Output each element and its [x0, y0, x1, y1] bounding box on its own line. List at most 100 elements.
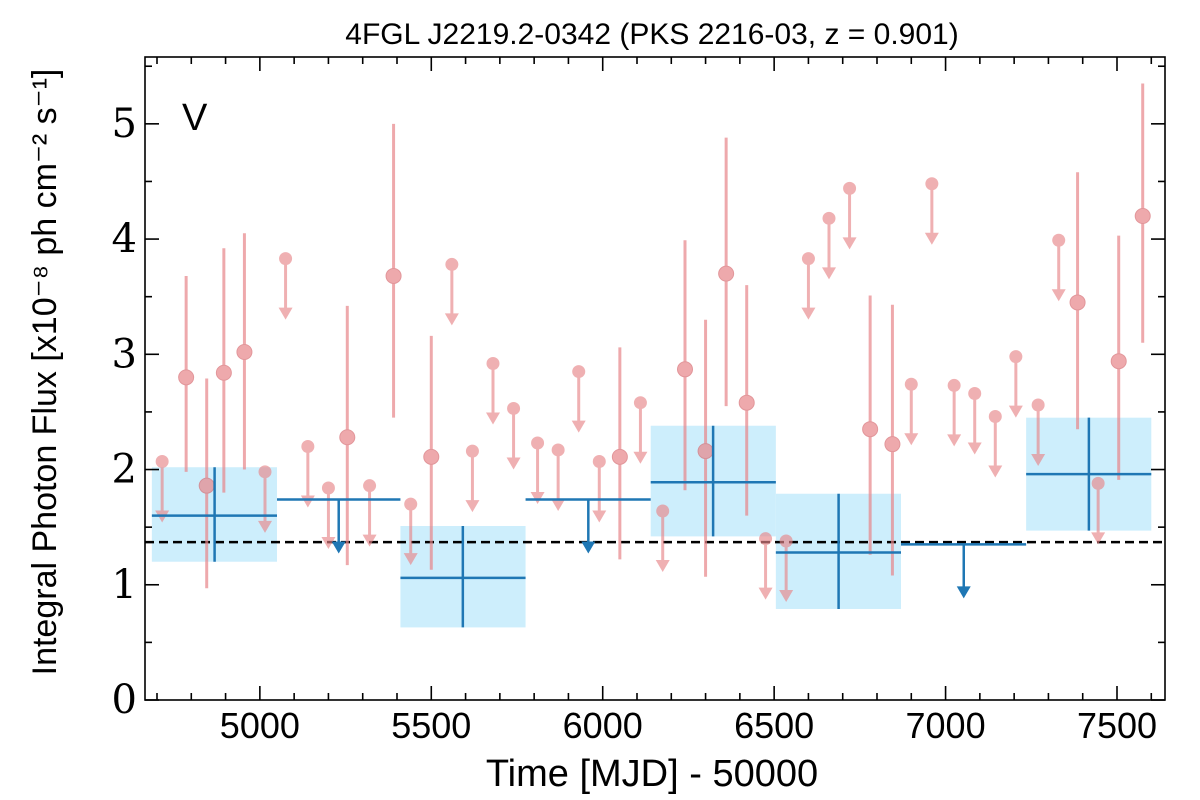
- upper-limit-marker: [843, 181, 857, 195]
- upper-limit-marker: [988, 410, 1002, 424]
- long-bin-point: [775, 493, 901, 609]
- short-bin-point: [236, 233, 253, 470]
- upper-limit-marker: [822, 211, 836, 225]
- upper-limit-arrow: [904, 433, 919, 446]
- upper-limit-arrow: [967, 442, 982, 455]
- short-bin-point: [884, 304, 901, 576]
- y-tick-label: 2: [112, 447, 137, 493]
- upper-limit-arrow: [465, 500, 480, 513]
- upper-limit-arrow: [278, 307, 293, 320]
- upper-limit-arrow: [1091, 532, 1106, 545]
- upper-limit-marker: [572, 365, 586, 379]
- upper-limit-arrow: [581, 541, 596, 554]
- upper-limit-arrow: [551, 498, 566, 511]
- short-bin-upper-limit: [779, 534, 794, 602]
- y-tick-label: 4: [112, 216, 137, 262]
- upper-limit-marker: [301, 439, 315, 453]
- long-bin-point: [1026, 417, 1152, 531]
- upper-limit-arrow: [300, 495, 315, 508]
- data-point: [1110, 353, 1127, 370]
- data-point: [1134, 208, 1151, 225]
- data-point: [697, 443, 714, 460]
- upper-limit-arrow: [362, 534, 377, 547]
- y-tick-label: 3: [112, 331, 137, 377]
- upper-limit-arrow: [988, 465, 1003, 478]
- upper-limit-marker: [363, 479, 377, 493]
- short-bin-point: [1110, 235, 1127, 480]
- short-bin-point: [215, 248, 232, 493]
- upper-limit-arrow: [779, 589, 794, 602]
- upper-limit-arrow: [822, 267, 836, 280]
- data-point: [738, 394, 755, 411]
- upper-limit-marker: [279, 252, 293, 266]
- short-bin-upper-limit: [1031, 398, 1046, 467]
- upper-limit-arrow: [1051, 289, 1066, 302]
- upper-limit-arrow: [655, 560, 670, 573]
- data-point: [718, 265, 735, 282]
- short-bin-point: [339, 305, 356, 566]
- short-bin-point: [1069, 172, 1086, 430]
- short-bin-upper-limit: [465, 444, 480, 513]
- data-point: [677, 361, 693, 378]
- data-point: [339, 429, 356, 446]
- upper-limit-marker: [258, 465, 272, 479]
- data-point: [236, 343, 253, 360]
- upper-limit-arrow: [842, 237, 857, 250]
- short-bin-upper-limit: [571, 365, 586, 433]
- short-bin-series: [155, 83, 1151, 602]
- short-bin-upper-limit: [530, 436, 545, 505]
- upper-limit-arrow: [956, 586, 971, 599]
- upper-limit-arrow: [571, 420, 586, 433]
- short-bin-point: [423, 335, 440, 570]
- short-bin-point: [718, 137, 735, 407]
- upper-limit-marker: [1009, 350, 1023, 364]
- upper-limit-arrow: [592, 510, 607, 523]
- upper-limit-arrow: [321, 536, 336, 549]
- long-bin-upper-limit: [525, 498, 651, 554]
- upper-limit-marker: [445, 257, 459, 271]
- short-bin-upper-limit: [801, 252, 816, 320]
- short-bin-upper-limit: [633, 396, 648, 464]
- long-bin-point: [400, 525, 526, 628]
- upper-limit-marker: [592, 454, 606, 468]
- upper-limit-marker: [779, 534, 793, 548]
- upper-limit-marker: [507, 401, 521, 415]
- short-bin-upper-limit: [403, 497, 418, 566]
- upper-limit-arrow: [258, 520, 272, 533]
- short-bin-point: [738, 285, 755, 516]
- upper-limit-marker: [486, 357, 500, 371]
- short-bin-upper-limit: [506, 401, 521, 470]
- plot-axes: [144, 56, 1166, 701]
- upper-limit-arrow: [947, 434, 962, 447]
- upper-limit-marker: [968, 386, 982, 400]
- upper-limit-marker: [1052, 233, 1066, 247]
- upper-limit-marker: [947, 378, 961, 392]
- long-bin-upper-limit: [277, 498, 401, 554]
- short-bin-point: [697, 319, 714, 577]
- panel-annotation: V: [182, 97, 208, 139]
- short-bin-upper-limit: [1008, 350, 1023, 418]
- short-bin-point: [385, 123, 402, 418]
- short-bin-upper-limit: [300, 439, 315, 508]
- x-tick-label: 5000: [220, 705, 300, 746]
- short-bin-upper-limit: [842, 181, 857, 250]
- x-tick-label: 7000: [906, 705, 986, 746]
- long-bin-upper-limit: [901, 543, 1027, 599]
- short-bin-point: [862, 295, 879, 555]
- x-tick-label: 5500: [391, 705, 471, 746]
- upper-limit-marker: [1031, 398, 1045, 412]
- upper-limit-marker: [925, 177, 939, 191]
- short-bin-upper-limit: [551, 443, 566, 511]
- upper-limit-arrow: [801, 307, 816, 320]
- upper-limit-marker: [551, 443, 565, 457]
- upper-limit-arrow: [633, 451, 648, 464]
- short-bin-upper-limit: [924, 177, 939, 245]
- upper-limit-marker: [801, 252, 815, 266]
- upper-limit-marker: [904, 377, 918, 391]
- y-axis-label: Integral Photon Flux [x10⁻⁸ ph cm⁻² s⁻¹]: [26, 69, 64, 676]
- x-tick-label: 6000: [563, 705, 643, 746]
- chart-title: 4FGL J2219.2-0342 (PKS 2216-03, z = 0.90…: [345, 18, 958, 51]
- y-tick-label: 0: [112, 677, 137, 723]
- short-bin-upper-limit: [362, 479, 377, 547]
